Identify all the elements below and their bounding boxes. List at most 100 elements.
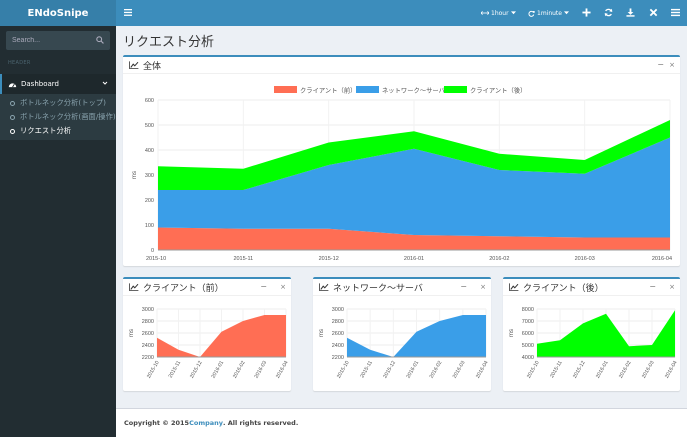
- small-area-chart: 2200 2400 2600 2800 3000 2015-10 2015-11 2015-1…: [129, 307, 290, 380]
- x-tick-label: 2015-12: [319, 256, 339, 262]
- y-tick-label: 400: [145, 148, 154, 154]
- x-tick-label: 2016-03: [452, 360, 467, 380]
- x-tick-label: 2016-03: [575, 256, 595, 262]
- circle-icon: [10, 100, 15, 106]
- small-chart-header: ネットワーク〜サーバ: [313, 279, 491, 296]
- line-chart-icon: [319, 283, 329, 291]
- footer: Copyright © 2015 Company. All rights res…: [116, 408, 687, 437]
- legend-swatch: [444, 86, 467, 93]
- y-tick-label: 2800: [332, 319, 344, 325]
- caret-down-icon: [510, 11, 516, 15]
- y-axis-label: ms: [129, 329, 135, 337]
- close-icon[interactable]: [649, 8, 658, 17]
- x-tick-label: 2015-10: [336, 360, 351, 380]
- collapse-button[interactable]: −: [460, 282, 467, 291]
- x-tick-label: 2016-04: [475, 360, 490, 380]
- main-chart-title: 全体: [143, 61, 162, 72]
- y-tick-label: 6000: [522, 331, 534, 337]
- sidebar-item-label: ボトルネック分析(画面/操作): [20, 112, 116, 121]
- area-series: [537, 310, 675, 357]
- small-chart-title: ネットワーク〜サーバ: [333, 283, 423, 294]
- main-chart-box: 全体 − × クライアント（前） ネットワーク〜サーバ クライアント（後） 0 100 2…: [123, 55, 680, 266]
- small-area-chart: 2200 2400 2600 2800 3000 2015-10 2015-11 2015-1…: [319, 307, 490, 380]
- refresh-icon: [528, 10, 535, 17]
- x-tick-label: 2015-11: [168, 360, 183, 379]
- sidebar: HEADER Dashboard ボトルネック分析(トップ) ボトルネック分析(…: [0, 26, 116, 437]
- time-range-value: 1hour: [491, 9, 509, 17]
- top-navbar: 1hour 1minute: [116, 0, 687, 26]
- area-series-1: [158, 227, 670, 250]
- sidebar-item-label: Dashboard: [21, 80, 59, 88]
- y-tick-label: 2400: [142, 343, 154, 349]
- sidebar-item-bottleneck-top[interactable]: ボトルネック分析(トップ): [0, 96, 116, 110]
- collapse-button[interactable]: −: [649, 282, 656, 291]
- y-tick-label: 2400: [332, 343, 344, 349]
- x-tick-label: 2016-02: [429, 360, 444, 380]
- y-tick-label: 3000: [142, 307, 154, 313]
- x-tick-label: 2015-11: [359, 360, 374, 379]
- sync-icon[interactable]: [604, 8, 613, 17]
- remove-button[interactable]: ×: [280, 283, 286, 291]
- circle-icon: [10, 114, 15, 120]
- x-tick-label: 2016-01: [595, 360, 610, 380]
- refresh-interval-value: 1minute: [537, 9, 562, 17]
- legend-label: クライアント（前）: [300, 86, 356, 95]
- y-tick-label: 500: [145, 123, 154, 129]
- y-tick-label: 600: [145, 98, 154, 104]
- search-icon[interactable]: [96, 36, 104, 44]
- page-title: リクエスト分析: [123, 35, 215, 50]
- sidebar-item-label: リクエスト分析: [20, 126, 72, 135]
- sidebar-toggle-icon[interactable]: [124, 9, 132, 16]
- y-tick-label: 2800: [142, 319, 154, 325]
- plus-icon[interactable]: [582, 8, 591, 17]
- small-chart-title: クライアント（後）: [523, 283, 604, 294]
- sidebar-item-label: ボトルネック分析(トップ): [20, 98, 106, 107]
- small-chart-box-client-after: クライアント（後） − × 4000 5000 6000 7000 8000 2015-1…: [503, 277, 680, 391]
- y-tick-label: 4000: [522, 355, 534, 361]
- legend-swatch: [356, 86, 379, 93]
- y-tick-label: 2200: [142, 355, 154, 361]
- x-tick-label: 2016-03: [254, 360, 269, 380]
- line-chart-icon: [129, 61, 139, 69]
- brand-logo[interactable]: ENdoSnipe: [0, 0, 116, 26]
- collapse-button[interactable]: −: [260, 282, 267, 291]
- y-tick-label: 2600: [142, 331, 154, 337]
- dashboard-submenu: ボトルネック分析(トップ) ボトルネック分析(画面/操作) リクエスト分析: [0, 94, 116, 140]
- legend-label: ネットワーク〜サーバ: [382, 87, 446, 95]
- sidebar-item-dashboard[interactable]: Dashboard: [0, 74, 116, 94]
- small-chart-header: クライアント（前）: [123, 279, 291, 296]
- x-tick-label: 2016-04: [652, 256, 672, 262]
- x-tick-label: 2016-04: [664, 360, 679, 380]
- remove-button[interactable]: ×: [669, 283, 675, 291]
- menu-icon[interactable]: [671, 8, 680, 17]
- rights-text: . All rights reserved.: [223, 419, 299, 427]
- x-tick-label: 2016-04: [275, 360, 290, 380]
- download-icon[interactable]: [626, 8, 635, 17]
- x-tick-label: 2015-12: [189, 360, 204, 380]
- collapse-button[interactable]: −: [657, 60, 664, 69]
- x-tick-label: 2016-01: [404, 256, 424, 262]
- caret-down-icon: [563, 11, 569, 15]
- company-link[interactable]: Company: [189, 419, 223, 427]
- x-tick-label: 2016-01: [211, 360, 226, 380]
- x-tick-label: 2015-10: [146, 360, 161, 380]
- x-tick-label: 2016-02: [618, 360, 633, 380]
- brand-text: ENdoSnipe: [27, 7, 89, 19]
- y-tick-label: 0: [151, 248, 154, 254]
- small-chart-title: クライアント（前）: [143, 283, 224, 294]
- time-range-dropdown[interactable]: 1hour: [481, 0, 516, 26]
- y-tick-label: 3000: [332, 307, 344, 313]
- circle-icon: [10, 128, 15, 134]
- remove-button[interactable]: ×: [480, 283, 486, 291]
- dashboard-icon: [8, 82, 17, 87]
- sidebar-header-label: HEADER: [8, 60, 31, 66]
- line-chart-icon: [129, 283, 139, 291]
- y-tick-label: 200: [145, 198, 154, 204]
- y-tick-label: 100: [145, 223, 154, 229]
- remove-button[interactable]: ×: [669, 61, 675, 69]
- search-input[interactable]: [6, 31, 90, 50]
- small-chart-header: クライアント（後）: [503, 279, 680, 296]
- refresh-interval-dropdown[interactable]: 1minute: [528, 0, 569, 26]
- sidebar-item-bottleneck-screen[interactable]: ボトルネック分析(画面/操作): [0, 110, 116, 124]
- sidebar-item-request-analysis[interactable]: リクエスト分析: [0, 124, 116, 138]
